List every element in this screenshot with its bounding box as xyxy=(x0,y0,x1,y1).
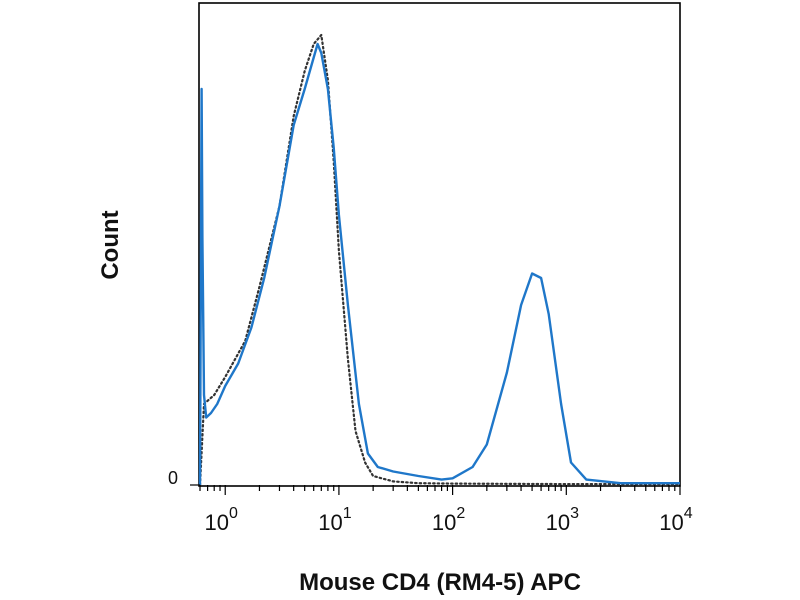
x-tick-label: 102 xyxy=(432,505,465,535)
y-axis-label: Count xyxy=(97,210,124,279)
x-axis-label: Mouse CD4 (RM4-5) APC xyxy=(299,569,581,596)
y-axis-ticks: 0 xyxy=(168,468,200,488)
x-axis-ticks: 100 101 102 103 104 xyxy=(199,485,693,535)
x-tick-label: 103 xyxy=(546,505,579,535)
series-line-1 xyxy=(198,42,680,486)
y-tick-label: 0 xyxy=(168,468,178,488)
series-line-2 xyxy=(198,33,682,487)
x-tick-label: 100 xyxy=(205,505,238,535)
x-tick-label: 104 xyxy=(659,505,692,535)
series-layer xyxy=(198,33,682,487)
plot-frame xyxy=(198,2,681,487)
x-tick-label: 101 xyxy=(318,505,351,535)
